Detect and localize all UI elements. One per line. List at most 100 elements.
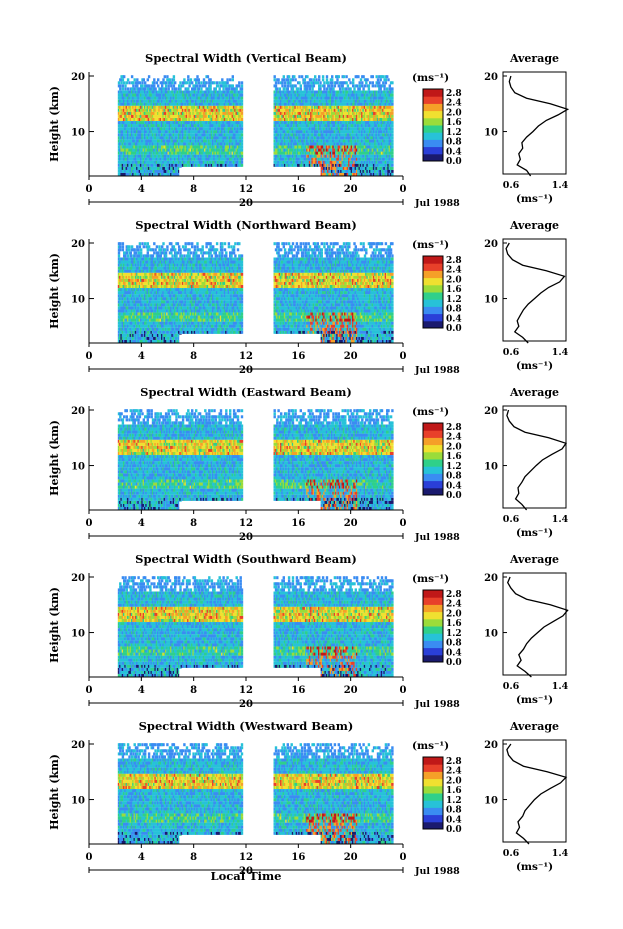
- heatmap-cell: [204, 84, 206, 87]
- heatmap-cell: [241, 139, 243, 142]
- heatmap-cell: [304, 78, 306, 81]
- heatmap-cell: [144, 81, 146, 84]
- heatmap-cell: [188, 84, 190, 87]
- heatmap-cell: [124, 87, 126, 90]
- heatmap-cell: [241, 109, 243, 112]
- heatmap-cell: [229, 78, 231, 81]
- heatmap-cell: [186, 81, 188, 84]
- heatmap-cell: [274, 75, 276, 78]
- heatmap-cell: [132, 81, 134, 84]
- heatmap-cell: [304, 81, 306, 84]
- heatmap-cell: [207, 75, 209, 78]
- heatmap-cell: [122, 84, 124, 87]
- heatmap-cell: [308, 81, 310, 84]
- heatmap-cell: [293, 75, 295, 78]
- heatmap-cell: [313, 78, 315, 81]
- heatmap-cell: [205, 81, 207, 84]
- heatmap-cell: [203, 78, 205, 81]
- heatmap-cell: [187, 78, 189, 81]
- heatmap-cell: [144, 87, 146, 90]
- heatmap-cell: [120, 81, 122, 84]
- heatmap-cell: [153, 81, 155, 84]
- heatmap-cell: [275, 81, 277, 84]
- heatmap-cell: [187, 75, 189, 78]
- heatmap-cell: [241, 127, 243, 130]
- heatmap-cell: [288, 75, 290, 78]
- heatmap-cell: [279, 87, 281, 90]
- heatmap-cell: [274, 78, 276, 81]
- heatmap-cell: [119, 84, 121, 87]
- heatmap-cell: [165, 81, 167, 84]
- heatmap-cell: [215, 87, 217, 90]
- heatmap-cell: [170, 84, 172, 87]
- heatmap-cell: [306, 87, 308, 90]
- heatmap-cell: [241, 158, 243, 161]
- heatmap-cell: [300, 87, 302, 90]
- heatmap-cell: [289, 81, 291, 84]
- heatmap-cell: [241, 81, 243, 84]
- heatmap-cell: [126, 81, 128, 84]
- heatmap-cell: [141, 84, 143, 87]
- heatmap-cell: [173, 84, 175, 87]
- heatmap-cell: [217, 84, 219, 87]
- heatmap-cell: [156, 81, 158, 84]
- heatmap-cell: [213, 81, 215, 84]
- heatmap-cell: [134, 87, 136, 90]
- heatmap-cell: [241, 164, 243, 167]
- heatmap-cell: [241, 103, 243, 106]
- heatmap-cell: [136, 84, 138, 87]
- heatmap-cell: [241, 142, 243, 145]
- heatmap-cell: [226, 78, 228, 81]
- heatmap-cell: [241, 136, 243, 139]
- heatmap-cell: [241, 133, 243, 136]
- heatmap-cell: [199, 84, 201, 87]
- heatmap-cell: [228, 87, 230, 90]
- heatmap-cell: [314, 75, 316, 78]
- heatmap-cell: [281, 84, 283, 87]
- heatmap-cell: [182, 84, 184, 87]
- heatmap-cell: [284, 81, 286, 84]
- heatmap-cell: [209, 87, 211, 90]
- heatmap-cell: [241, 84, 243, 87]
- heatmap-cell: [315, 78, 317, 81]
- heatmap-cell: [148, 84, 150, 87]
- heatmap-cell: [164, 75, 166, 78]
- heatmap-cell: [241, 112, 243, 115]
- heatmap-cell: [241, 152, 243, 155]
- heatmap-cell: [241, 161, 243, 164]
- heatmap-cell: [287, 78, 289, 81]
- heatmap-cell: [221, 78, 223, 81]
- heatmap-cell: [241, 106, 243, 109]
- heatmap-cell: [238, 84, 240, 87]
- heatmap-cell: [141, 81, 143, 84]
- heatmap-cell: [198, 87, 200, 90]
- heatmap-cell: [232, 84, 234, 87]
- heatmap-cell: [292, 78, 294, 81]
- heatmap-cell: [132, 84, 134, 87]
- heatmap-cell: [219, 87, 221, 90]
- heatmap-cell: [236, 87, 238, 90]
- heatmap-cell: [174, 81, 176, 84]
- heatmap-cell: [166, 75, 168, 78]
- heatmap-cell: [276, 87, 278, 90]
- heatmap-cell: [171, 87, 173, 90]
- heatmap-cell: [241, 155, 243, 158]
- heatmap-cell: [241, 118, 243, 121]
- heatmap-cell: [294, 84, 296, 87]
- heatmap-cell: [241, 124, 243, 127]
- heatmap-cell: [297, 87, 299, 90]
- heatmap-cell: [134, 78, 136, 81]
- heatmap-cell: [283, 78, 285, 81]
- heatmap-cell: [136, 78, 138, 81]
- heatmap-cell: [175, 87, 177, 90]
- panel-title: Spectral Width (Vertical Beam): [145, 51, 347, 65]
- heatmap-cell: [198, 78, 200, 81]
- heatmap-cell: [122, 87, 124, 90]
- heatmap: [118, 75, 394, 176]
- heatmap-cell: [147, 78, 149, 81]
- heatmap-cell: [317, 81, 319, 84]
- heatmap-cell: [123, 81, 125, 84]
- heatmap-cell: [169, 78, 171, 81]
- heatmap-cell: [118, 81, 120, 84]
- heatmap-cell: [292, 87, 294, 90]
